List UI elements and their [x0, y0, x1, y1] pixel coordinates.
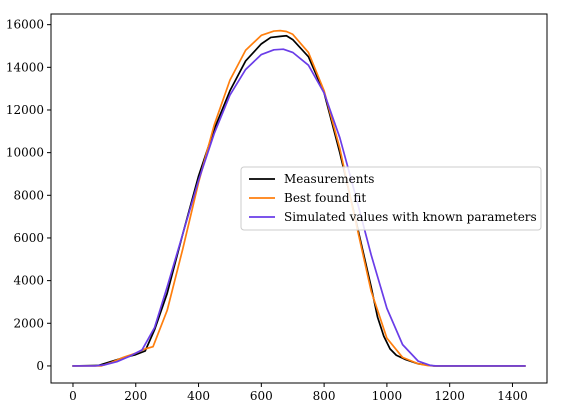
legend-label: Simulated values with known parameters	[284, 210, 537, 224]
plot-frame	[50, 13, 548, 384]
y-tick-label: 2000	[13, 316, 44, 330]
x-tick-label: 0	[69, 389, 77, 403]
y-tick-label: 6000	[13, 231, 44, 245]
x-tick-label: 1200	[434, 389, 465, 403]
y-axis: 0 2000 4000 6000 8000 10000 12000 14000 16000	[6, 18, 51, 373]
y-tick-label: 14000	[6, 60, 44, 74]
legend-label: Best found fit	[284, 191, 366, 205]
y-tick-label: 8000	[13, 188, 44, 202]
series-layer	[72, 29, 526, 367]
x-tick-label: 400	[187, 389, 210, 403]
x-tick-label: 600	[250, 389, 273, 403]
series-line-best-found-fit	[72, 29, 526, 367]
x-tick-label: 1400	[497, 389, 528, 403]
y-tick-label: 0	[36, 359, 44, 373]
y-tick-label: 16000	[6, 18, 44, 32]
x-axis: 0 200 400 600 800 1000 1200 1400	[69, 383, 528, 403]
x-tick-label: 1000	[372, 389, 403, 403]
legend-label: Measurements	[284, 172, 374, 186]
legend: Measurements Best found fit Simulated valu…	[240, 166, 542, 231]
y-tick-label: 10000	[6, 146, 44, 160]
y-tick-label: 12000	[6, 103, 44, 117]
legend-box	[240, 166, 542, 231]
series-line-simulated-values-with-known-parameters	[72, 48, 526, 367]
x-tick-label: 800	[313, 389, 336, 403]
y-tick-label: 4000	[13, 274, 44, 288]
x-tick-label: 200	[124, 389, 147, 403]
